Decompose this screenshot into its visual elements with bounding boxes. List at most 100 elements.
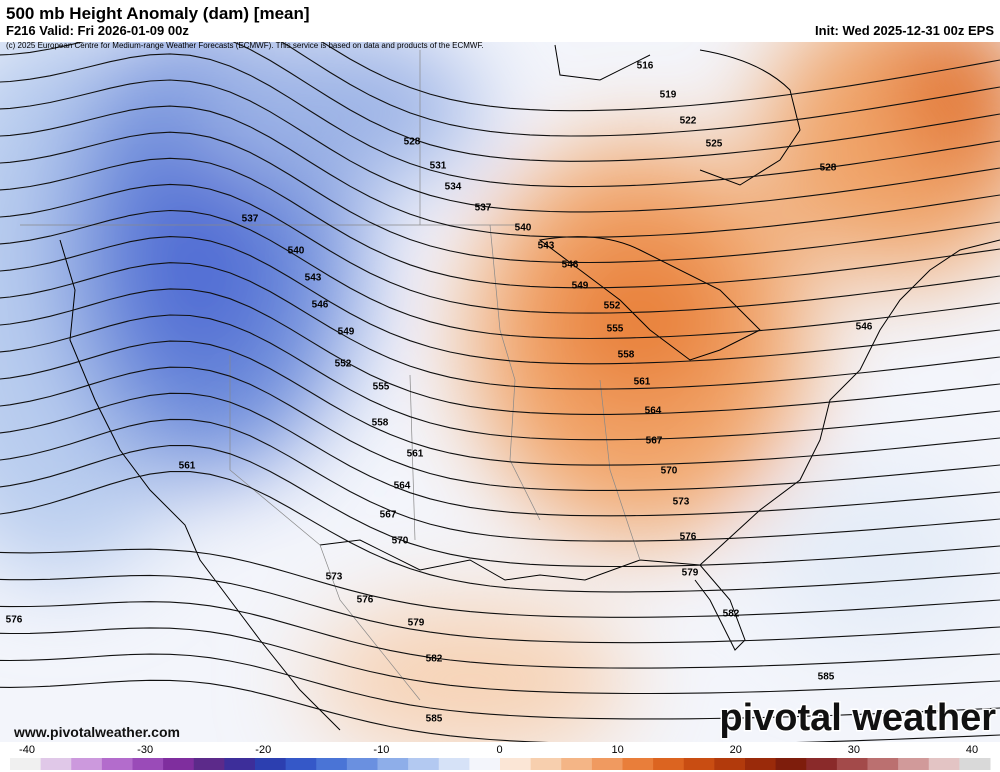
contour-line <box>0 209 1000 340</box>
contour-line <box>0 601 1000 669</box>
contour-label: 573 <box>673 497 690 508</box>
contour-label: 549 <box>572 281 589 292</box>
contour-line <box>0 418 1000 542</box>
colorbar-swatch <box>40 758 72 770</box>
colorbar-swatch <box>683 758 715 770</box>
colorbar-swatch <box>71 758 103 770</box>
colorbar-swatch <box>898 758 930 770</box>
contour-label: 570 <box>392 536 409 547</box>
colorbar-swatch <box>622 758 654 770</box>
colorbar-tick-label: -30 <box>137 744 153 756</box>
colorbar-swatch <box>10 758 42 770</box>
contour-label: 561 <box>407 449 424 460</box>
contour-label: 531 <box>430 161 447 172</box>
height-contours <box>0 42 1000 742</box>
colorbar-swatch <box>346 758 378 770</box>
colorbar-swatch <box>224 758 256 770</box>
contour-label: 585 <box>818 672 835 683</box>
colorbar-swatch <box>959 758 991 770</box>
contour-line <box>0 366 1000 491</box>
contour-line <box>0 183 1000 314</box>
contour-line <box>0 314 1000 441</box>
coastlines <box>59 44 1000 731</box>
init-time: Init: Wed 2025-12-31 00z EPS <box>815 23 994 38</box>
contour-label: 558 <box>618 350 635 361</box>
colorbar: -40 -30 -20 -10 0 10 20 30 40 <box>10 744 991 770</box>
contour-label: 537 <box>242 214 259 225</box>
contour-label: 534 <box>445 182 462 193</box>
contour-label: 546 <box>312 300 329 311</box>
contour-line <box>0 236 1000 365</box>
colorbar-swatch <box>132 758 164 770</box>
borders <box>20 50 641 701</box>
contour-line <box>0 105 1000 238</box>
contour-line <box>0 574 1000 644</box>
colorbar-swatch <box>408 758 440 770</box>
contour-line <box>0 627 1000 695</box>
contour-label: 528 <box>404 137 421 148</box>
colorbar-swatch <box>806 758 838 770</box>
colorbar-swatch <box>101 758 133 770</box>
colorbar-swatch <box>285 758 317 770</box>
contour-label: 576 <box>680 532 697 543</box>
contour-line <box>0 131 1000 264</box>
contour-label: 555 <box>607 324 624 335</box>
contour-line <box>0 444 1000 568</box>
contour-label: 576 <box>357 595 374 606</box>
contour-label: 552 <box>604 301 621 312</box>
colorbar-tick-label: -40 <box>19 744 35 756</box>
colorbar-swatch <box>469 758 501 770</box>
contour-label: 579 <box>408 618 425 629</box>
colorbar-swatch <box>500 758 532 770</box>
colorbar-swatch <box>775 758 807 770</box>
colorbar-tick-label: -20 <box>255 744 271 756</box>
colorbar-swatch <box>316 758 348 770</box>
colorbar-swatch <box>193 758 225 770</box>
contour-labels: 516 519 522 525 528 528 531 534 537 537 540 540 543 5… <box>6 61 873 725</box>
contour-line <box>0 262 1000 390</box>
contour-label: 525 <box>706 139 723 150</box>
contour-label: 582 <box>723 609 740 620</box>
contour-label: 546 <box>562 260 579 271</box>
logo: pivotal weather <box>719 697 996 739</box>
contour-line <box>0 340 1000 466</box>
colorbar-swatch <box>714 758 746 770</box>
colorbar-swatch <box>255 758 287 770</box>
colorbar-tick-label: 0 <box>496 744 502 756</box>
website: www.pivotalweather.com <box>13 724 180 740</box>
contour-line <box>0 471 1000 593</box>
colorbar-swatch <box>653 758 685 770</box>
colorbar-swatch <box>928 758 960 770</box>
contour-line <box>0 79 1000 213</box>
contour-line <box>0 42 1000 162</box>
contour-label: 552 <box>335 359 352 370</box>
contour-label: 561 <box>634 377 651 388</box>
colorbar-swatch <box>561 758 593 770</box>
contour-label: 564 <box>645 406 662 417</box>
contour-line <box>0 653 1000 720</box>
contour-label: 516 <box>637 61 654 72</box>
contour-line <box>0 157 1000 289</box>
contour-label: 546 <box>856 322 873 333</box>
colorbar-swatch <box>530 758 562 770</box>
contour-label: 549 <box>338 327 355 338</box>
colorbar-tick-label: 20 <box>730 744 742 756</box>
contour-label: 576 <box>6 615 23 626</box>
contour-label: 540 <box>515 223 532 234</box>
contour-label: 573 <box>326 572 343 583</box>
colorbar-tick-label: 30 <box>848 744 860 756</box>
contour-line <box>0 392 1000 517</box>
valid-time: F216 Valid: Fri 2026-01-09 00z <box>6 23 189 38</box>
contour-line <box>280 42 1000 137</box>
contour-label: 540 <box>288 246 305 257</box>
colorbar-tick-label: 40 <box>966 744 978 756</box>
colorbar-swatch <box>591 758 623 770</box>
contour-line <box>0 53 1000 188</box>
credit: (c) 2025 European Centre for Medium-rang… <box>6 41 484 50</box>
colorbar-swatch <box>163 758 195 770</box>
contour-label: 522 <box>680 116 697 127</box>
contour-line <box>0 548 1000 618</box>
colorbar-swatch <box>867 758 899 770</box>
